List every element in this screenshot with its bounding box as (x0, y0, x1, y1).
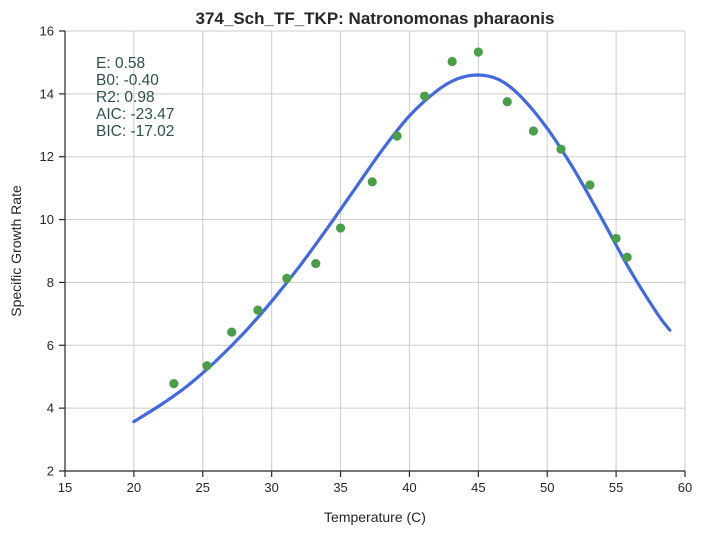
axes (64, 31, 685, 472)
data-point (392, 131, 402, 141)
data-point (473, 47, 483, 57)
data-point (202, 361, 212, 371)
data-point (311, 258, 321, 269)
x-tick-label: 30 (264, 480, 278, 495)
data-point (528, 126, 539, 136)
annotation-r2: R2: 0.98 (96, 89, 155, 106)
y-tick-label: 16 (40, 24, 54, 39)
data-point (447, 56, 457, 67)
data-point (282, 273, 292, 283)
data-point (253, 305, 263, 315)
data-point (367, 177, 377, 187)
data-point (556, 144, 566, 154)
data-point (622, 252, 632, 262)
data-point (169, 379, 179, 389)
y-tick-label: 14 (40, 86, 54, 101)
x-axis-label: Temperature (C) (324, 509, 426, 525)
data-point (420, 91, 430, 101)
x-ticks: 15 20 25 30 35 40 45 50 55 60 (58, 471, 692, 495)
x-tick-label: 45 (471, 480, 485, 495)
x-tick-label: 20 (127, 480, 141, 495)
data-points (169, 47, 632, 389)
annotation-aic: AIC: -23.47 (96, 106, 174, 123)
data-point (227, 327, 237, 337)
fit-curve-group (132, 73, 672, 424)
x-tick-label: 50 (540, 480, 554, 495)
x-tick-label: 40 (402, 480, 416, 495)
data-point (502, 97, 512, 107)
x-tick-label: 60 (678, 480, 692, 495)
x-tick-label: 15 (58, 480, 72, 495)
y-tick-label: 8 (47, 275, 54, 290)
y-tick-label: 10 (40, 212, 54, 227)
annotation-e: E: 0.58 (96, 55, 145, 72)
data-point (335, 223, 346, 233)
y-tick-label: 4 (47, 401, 54, 416)
y-tick-label: 6 (47, 338, 54, 353)
x-tick-label: 25 (196, 480, 210, 495)
y-tick-label: 2 (47, 464, 54, 479)
annotation-bic: BIC: -17.02 (96, 123, 174, 140)
chart-title: 374_Sch_TF_TKP: Natronomonas pharaonis (196, 9, 555, 28)
x-tick-label: 55 (609, 480, 623, 495)
y-axis-label: Specific Growth Rate (8, 185, 24, 317)
fit-curve (132, 73, 672, 424)
data-point (585, 180, 595, 190)
x-tick-label: 35 (333, 480, 347, 495)
fit-statistics: E: 0.58 B0: -0.40 R2: 0.98 AIC: -23.47 B… (96, 55, 174, 140)
y-ticks: 2 4 6 8 10 12 14 16 (40, 24, 65, 479)
annotation-b0: B0: -0.40 (96, 72, 159, 89)
data-point (611, 233, 621, 244)
y-tick-label: 12 (40, 149, 54, 164)
